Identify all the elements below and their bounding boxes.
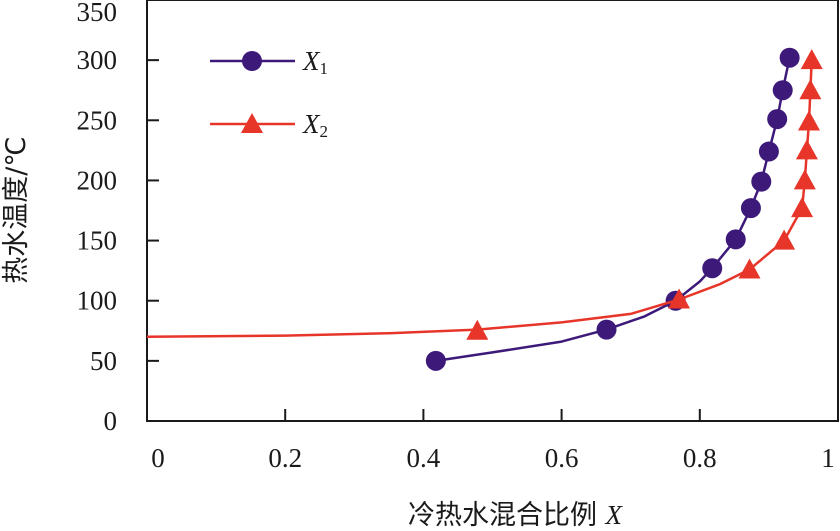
- data-point-x1: [725, 229, 746, 250]
- y-tick-label: 200: [77, 165, 118, 195]
- x-tick-label: 1: [821, 443, 835, 473]
- legend-marker-x1: [242, 51, 262, 71]
- data-point-x1: [425, 350, 446, 371]
- data-point-x2: [738, 258, 761, 279]
- data-point-x2: [799, 79, 822, 100]
- x-tick-label: 0.8: [683, 443, 717, 473]
- y-tick-label: 250: [77, 105, 118, 135]
- data-point-x1: [596, 319, 617, 340]
- data-point-x2: [793, 169, 816, 190]
- series-line-x2: [146, 60, 813, 339]
- legend-label-x2-sub: 2: [320, 122, 329, 141]
- series-x1: [425, 47, 800, 371]
- y-tick-label: 100: [77, 286, 118, 316]
- data-point-x2: [773, 229, 796, 250]
- data-point-x2: [668, 288, 691, 309]
- legend-label-x1: X1: [302, 46, 328, 78]
- x-tick-label: 0.6: [545, 443, 579, 473]
- y-tick-label: 300: [77, 45, 118, 75]
- legend-label-x2: X2: [302, 109, 328, 141]
- data-point-x1: [702, 258, 723, 279]
- legend-label-x1-sub: 1: [320, 59, 329, 78]
- legend-item-x2: X2: [210, 109, 328, 141]
- data-point-x2: [797, 110, 820, 131]
- x-axis-title: 冷热水混合比例 X: [408, 500, 624, 531]
- legend-label-x1-main: X: [302, 46, 321, 76]
- data-point-x1: [767, 109, 788, 130]
- data-point-x1: [758, 141, 779, 162]
- plot-frame: [146, 0, 839, 422]
- data-point-x1: [740, 198, 761, 219]
- data-point-x1: [772, 80, 793, 101]
- legend-marker-x2: [241, 113, 263, 133]
- y-tick-label: 0: [104, 406, 118, 436]
- x-axis-title-var: X: [605, 500, 624, 530]
- y-tick-label: 350: [77, 0, 118, 27]
- data-point-x2: [800, 49, 823, 70]
- legend-item-x1: X1: [210, 46, 328, 78]
- y-axis-title: 热水温度/℃: [1, 136, 32, 283]
- x-tick-label: 0.4: [407, 443, 441, 473]
- series-x2: [146, 49, 823, 340]
- data-point-x2: [795, 139, 818, 160]
- y-tick-label: 50: [90, 346, 117, 376]
- axis-ticks: 0 0.2 0.4 0.6 0.8 1 0 50 100 150 200 250 300 350: [77, 0, 835, 473]
- y-tick-label: 150: [77, 226, 118, 256]
- data-point-x1: [779, 47, 800, 68]
- data-point-x2: [466, 319, 489, 340]
- x-tick-label: 0: [151, 443, 165, 473]
- legend: X1 X2: [210, 46, 328, 141]
- x-axis-title-text: 冷热水混合比例: [408, 500, 597, 531]
- x-tick-label: 0.2: [268, 443, 302, 473]
- legend-label-x2-main: X: [302, 109, 321, 139]
- data-point-x1: [751, 171, 772, 192]
- series-layer: [146, 47, 823, 371]
- data-point-x2: [791, 197, 814, 218]
